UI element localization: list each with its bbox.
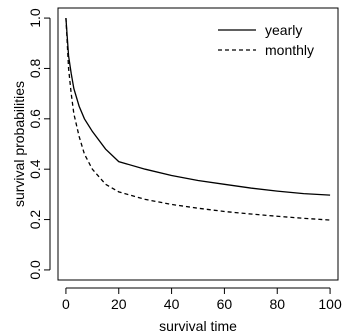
series-line-yearly bbox=[65, 18, 331, 196]
y-tick-label: 0.2 bbox=[27, 210, 43, 230]
x-tick-label: 40 bbox=[164, 296, 180, 312]
x-tick-label: 60 bbox=[217, 296, 233, 312]
x-tick-label: 20 bbox=[111, 296, 127, 312]
x-tick-label: 100 bbox=[318, 296, 342, 312]
series-layer bbox=[65, 18, 331, 221]
y-tick-label: 0.4 bbox=[27, 159, 43, 179]
series-line-monthly bbox=[65, 18, 331, 221]
y-tick-label: 0.6 bbox=[27, 109, 43, 129]
y-tick-label: 0.8 bbox=[27, 59, 43, 79]
y-tick-label: 0.0 bbox=[27, 260, 43, 280]
legend: yearly monthly bbox=[218, 22, 314, 58]
plot-frame bbox=[57, 7, 339, 281]
x-tick-label: 0 bbox=[62, 296, 70, 312]
legend-label-yearly: yearly bbox=[265, 22, 302, 38]
y-axis: 0.0 0.2 0.4 0.6 0.8 1.0 bbox=[27, 8, 51, 280]
y-tick-label: 1.0 bbox=[27, 8, 43, 28]
legend-label-monthly: monthly bbox=[265, 42, 314, 58]
x-axis-title: survival time bbox=[159, 318, 237, 334]
y-axis-title: survival probabilities bbox=[11, 81, 27, 207]
x-axis: 0 20 40 60 80 100 bbox=[62, 287, 342, 312]
x-tick-label: 80 bbox=[269, 296, 285, 312]
